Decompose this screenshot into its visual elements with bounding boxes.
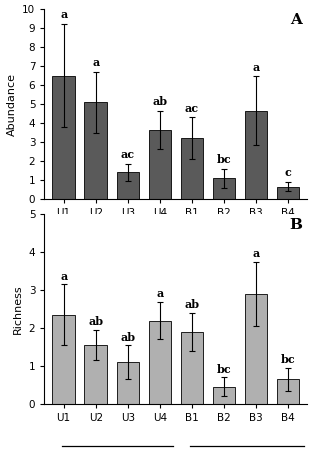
- Text: ac: ac: [185, 103, 199, 114]
- Y-axis label: Abundance: Abundance: [7, 73, 17, 136]
- Text: ab: ab: [184, 299, 199, 310]
- Text: ac: ac: [121, 149, 135, 160]
- Bar: [181, 138, 203, 199]
- Text: c: c: [285, 167, 292, 178]
- Bar: [117, 173, 139, 199]
- Text: ab: ab: [120, 331, 135, 342]
- Y-axis label: Richness: Richness: [13, 284, 23, 334]
- Bar: [277, 187, 300, 199]
- Bar: [85, 345, 107, 404]
- Text: a: a: [156, 288, 164, 299]
- Bar: [245, 111, 267, 199]
- Text: a: a: [92, 57, 99, 68]
- Bar: [213, 387, 235, 404]
- Bar: [245, 294, 267, 404]
- Text: a: a: [253, 62, 260, 73]
- Bar: [277, 380, 300, 404]
- Bar: [117, 362, 139, 404]
- Bar: [181, 332, 203, 404]
- Text: A: A: [290, 13, 302, 27]
- Text: bc: bc: [217, 364, 231, 375]
- Bar: [52, 315, 75, 404]
- Text: ab: ab: [152, 96, 167, 107]
- Text: ab: ab: [88, 316, 103, 327]
- Bar: [149, 321, 171, 404]
- Bar: [85, 102, 107, 199]
- Bar: [213, 178, 235, 199]
- Text: bc: bc: [281, 354, 296, 365]
- Text: a: a: [253, 248, 260, 259]
- Text: a: a: [60, 271, 67, 282]
- Text: B: B: [289, 218, 302, 232]
- Bar: [149, 130, 171, 199]
- Text: a: a: [60, 10, 67, 20]
- Bar: [52, 75, 75, 199]
- Text: bc: bc: [217, 154, 231, 165]
